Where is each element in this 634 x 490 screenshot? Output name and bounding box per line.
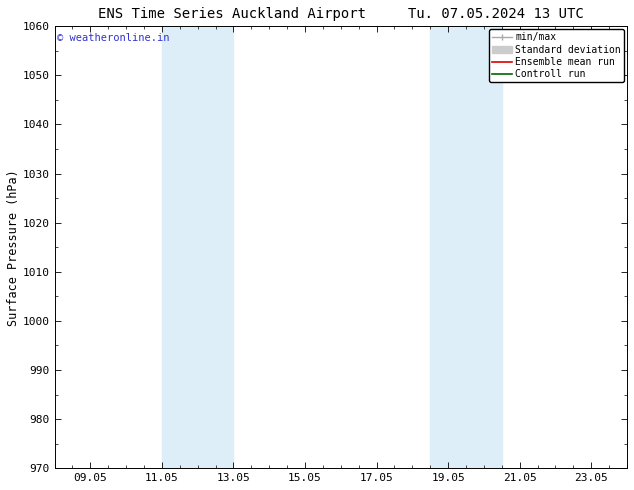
Text: © weatheronline.in: © weatheronline.in — [58, 33, 170, 43]
Legend: min/max, Standard deviation, Ensemble mean run, Controll run: min/max, Standard deviation, Ensemble me… — [489, 29, 624, 82]
Y-axis label: Surface Pressure (hPa): Surface Pressure (hPa) — [7, 169, 20, 326]
Bar — [430, 26, 502, 468]
Bar — [162, 26, 233, 468]
Title: ENS Time Series Auckland Airport     Tu. 07.05.2024 13 UTC: ENS Time Series Auckland Airport Tu. 07.… — [98, 7, 584, 21]
